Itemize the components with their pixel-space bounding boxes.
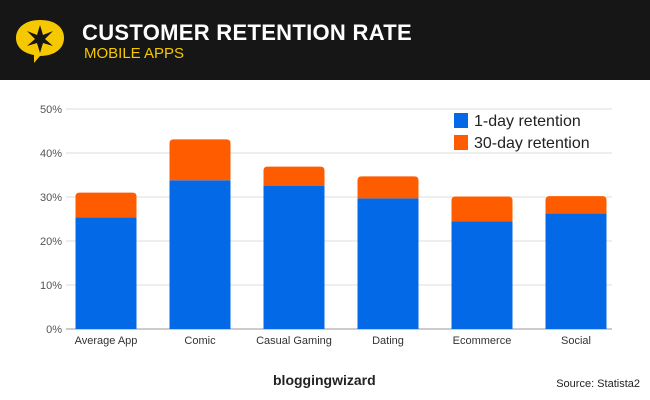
x-tick-label: Social — [561, 335, 591, 347]
bar-segment-1-day-retention — [357, 198, 419, 329]
bar-segment-30-day-retention — [263, 166, 325, 186]
x-tick-label: Average App — [75, 335, 138, 347]
bar-segment-30-day-retention — [451, 196, 513, 222]
y-tick-label: 40% — [40, 148, 62, 160]
header: CUSTOMER RETENTION RATE MOBILE APPS — [0, 0, 650, 80]
source-note: Source: Statista2 — [556, 378, 640, 390]
bar-segment-1-day-retention — [545, 213, 607, 329]
page-title: CUSTOMER RETENTION RATE — [82, 20, 412, 45]
y-tick-label: 20% — [40, 236, 62, 248]
legend-swatch — [454, 113, 468, 128]
x-tick-label: Comic — [184, 335, 216, 347]
y-tick-label: 30% — [40, 192, 62, 204]
x-tick-label: Ecommerce — [453, 335, 512, 347]
legend-label: 30-day retention — [474, 135, 590, 152]
bar-segment-1-day-retention — [169, 180, 231, 329]
y-tick-label: 0% — [46, 324, 62, 336]
page-subtitle: MOBILE APPS — [84, 45, 185, 62]
y-tick-label: 10% — [40, 280, 62, 292]
brand-logo: bloggingwizard — [273, 372, 376, 388]
bar-segment-1-day-retention — [263, 186, 325, 329]
x-tick-label: Dating — [372, 335, 404, 347]
legend-swatch — [454, 135, 468, 150]
bar-segment-30-day-retention — [75, 192, 137, 218]
bar-segment-1-day-retention — [75, 217, 137, 329]
bar-segment-30-day-retention — [357, 176, 419, 199]
bar-segment-1-day-retention — [451, 221, 513, 329]
y-tick-label: 50% — [40, 104, 62, 116]
bar-segment-30-day-retention — [169, 139, 231, 181]
bar-segment-30-day-retention — [545, 196, 607, 214]
legend-label: 1-day retention — [474, 113, 581, 130]
stacked-bar-chart: 0% 10% 20% 30% 40% 50% Average App Comic Casual … — [40, 104, 612, 347]
x-tick-label: Casual Gaming — [256, 335, 332, 347]
star-logo-icon — [16, 20, 64, 63]
